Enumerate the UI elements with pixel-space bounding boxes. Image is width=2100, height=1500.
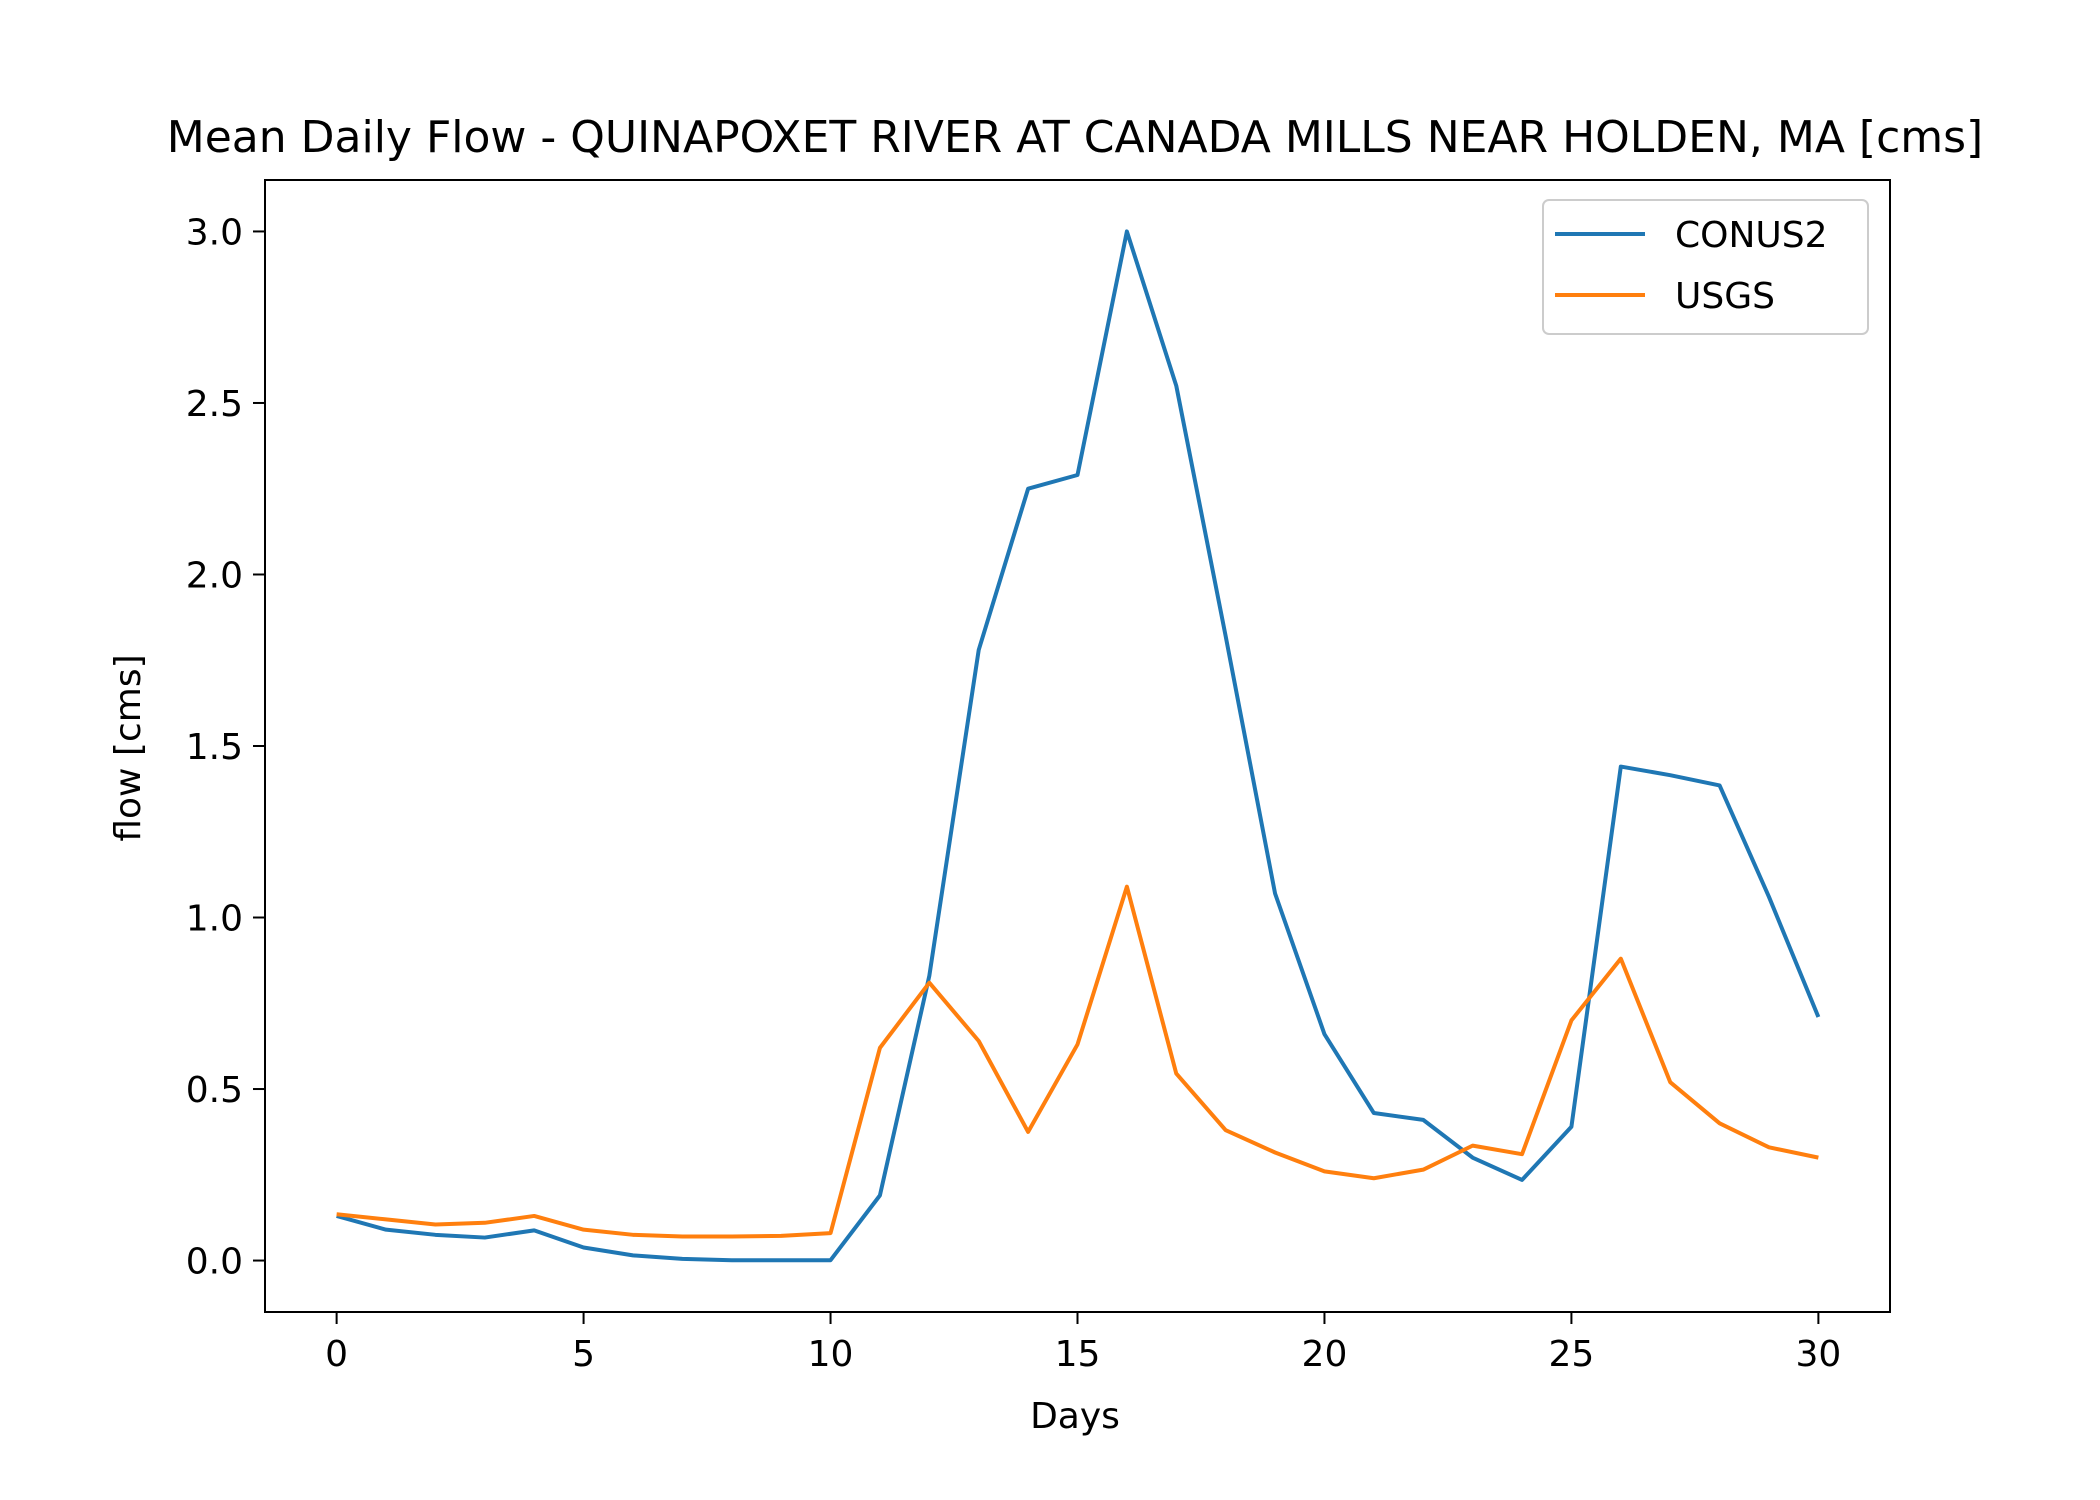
plot-area: 0 5 10 15 20 25 30 0.0 0.5 1.0 1.5 2.0 2.5 3.0 CONUS2 U…	[186, 179, 1891, 1375]
y-tick-label: 2.0	[186, 555, 243, 596]
chart-title: Mean Daily Flow - QUINAPOXET RIVER AT CA…	[167, 112, 1983, 163]
series-line-conus2	[336, 229, 1821, 1263]
x-tick-label: 0	[325, 1334, 348, 1375]
series-line-usgs	[336, 884, 1819, 1239]
y-tick-label: 1.5	[186, 727, 243, 768]
y-tick-label: 3.0	[186, 212, 243, 253]
y-tick-label: 1.0	[186, 899, 243, 940]
x-tick-label: 15	[1055, 1334, 1101, 1375]
y-axis-label: flow [cms]	[108, 654, 149, 841]
y-tick-label: 2.5	[186, 384, 243, 425]
x-tick-label: 5	[572, 1334, 595, 1375]
y-tick-label: 0.0	[186, 1242, 243, 1283]
x-axis-label: Days	[1030, 1396, 1120, 1437]
x-tick-label: 30	[1795, 1334, 1841, 1375]
x-tick-label: 25	[1549, 1334, 1595, 1375]
x-tick-label: 10	[808, 1334, 854, 1375]
y-tick-label: 0.5	[186, 1070, 243, 1111]
legend-label-usgs: USGS	[1675, 276, 1775, 317]
x-tick-label: 20	[1302, 1334, 1348, 1375]
legend-label-conus2: CONUS2	[1675, 215, 1828, 256]
